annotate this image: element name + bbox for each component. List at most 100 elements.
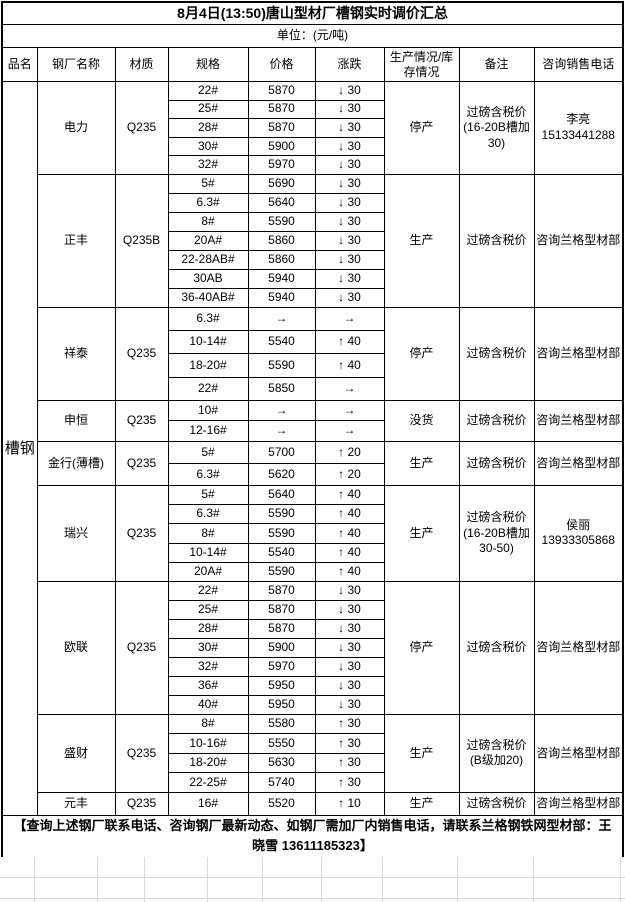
- spec-cell: 18-20#: [167, 752, 249, 774]
- price-cell: 5950: [247, 694, 316, 715]
- spec-cell: 32#: [167, 155, 249, 175]
- change-cell: ↑ 20: [314, 440, 385, 464]
- price-cell: →: [247, 399, 316, 422]
- contact-cell: 咨询兰格型材部: [533, 306, 624, 401]
- contact-cell: 咨询兰格型材部: [533, 399, 624, 442]
- price-cell: 5870: [247, 99, 316, 120]
- status-cell: 停产: [383, 580, 460, 715]
- material-cell: Q235: [114, 306, 169, 401]
- col-header-material: 材质: [114, 47, 169, 82]
- mill-name-cell: 欧联: [36, 580, 116, 715]
- change-cell: ↑ 20: [314, 462, 385, 486]
- status-cell: 没货: [383, 399, 460, 442]
- mill-name-cell: 申恒: [36, 399, 116, 442]
- change-cell: ↓ 30: [314, 580, 385, 601]
- mill-name-cell: 元丰: [36, 791, 116, 816]
- material-cell: Q235B: [114, 173, 169, 308]
- remark-cell: 过磅含税价: [458, 791, 535, 816]
- change-cell: ↓ 30: [314, 618, 385, 639]
- price-cell: 5870: [247, 118, 316, 138]
- spec-cell: 22-28AB#: [167, 249, 249, 270]
- contact-cell: 咨询兰格型材部: [533, 440, 624, 486]
- contact-cell: 咨询兰格型材部: [533, 713, 624, 793]
- price-cell: 5590: [247, 353, 316, 378]
- change-cell: ↓ 30: [314, 211, 385, 232]
- gridline-horizontal: [0, 877, 625, 878]
- gridline-vertical: [457, 857, 458, 902]
- price-row: 元丰 Q235 16# 5520 ↑ 10 生产 过磅含税价 咨询兰格型材部: [2, 791, 624, 816]
- change-cell: ↑ 40: [314, 523, 385, 544]
- price-cell: 5590: [247, 211, 316, 232]
- price-row: 槽钢 电力 Q235 22# 5870 ↓ 30 停产 过磅含税价(16-20B槽加30) 李亮…: [1, 81, 624, 816]
- spec-cell: 20A#: [167, 561, 249, 582]
- change-cell: →: [314, 306, 385, 332]
- spec-cell: 6.3#: [167, 306, 249, 332]
- mill-name-cell: 祥泰: [36, 306, 116, 401]
- price-cell: 5940: [247, 268, 316, 289]
- change-cell: ↓ 30: [314, 136, 385, 157]
- spec-cell: 40#: [167, 694, 249, 715]
- status-cell: 生产: [383, 173, 460, 308]
- material-cell: Q235: [114, 791, 169, 816]
- price-cell: 5520: [247, 791, 316, 816]
- change-cell: →: [314, 420, 385, 442]
- spec-cell: 22#: [167, 81, 249, 101]
- price-row: 瑞兴 Q235 5# 5640 ↑ 40 生产 过磅含税价(16-20B槽加30-50) 侯丽…: [2, 484, 624, 582]
- spec-cell: 10-16#: [167, 733, 249, 754]
- footer-row: 【查询上述钢厂联系电话、咨询钢厂最新动态、如钢厂需加厂内销售电话，请联系兰格钢铁…: [1, 814, 624, 859]
- price-row: 正丰 Q235B 5# 5690 ↓ 30 生产 过磅含税价 咨询兰格型材部: [2, 173, 624, 308]
- spec-cell: 6.3#: [167, 462, 249, 486]
- spec-cell: 5#: [167, 484, 249, 506]
- remark-cell: 过磅含税价: [458, 580, 535, 715]
- spec-cell: 8#: [167, 211, 249, 232]
- spec-cell: 36#: [167, 675, 249, 696]
- spec-cell: 30#: [167, 136, 249, 157]
- spec-cell: 28#: [167, 618, 249, 639]
- price-cell: →: [247, 420, 316, 442]
- status-cell: 停产: [383, 306, 460, 401]
- spec-cell: 28#: [167, 118, 249, 138]
- change-cell: ↑ 30: [314, 733, 385, 754]
- change-cell: ↓ 30: [314, 637, 385, 658]
- price-cell: 5630: [247, 752, 316, 774]
- material-cell: Q235: [114, 580, 169, 715]
- spec-cell: 5#: [167, 173, 249, 194]
- spec-cell: 20A#: [167, 230, 249, 251]
- spec-cell: 16#: [167, 791, 249, 816]
- spec-cell: 10-14#: [167, 542, 249, 563]
- change-cell: ↓ 30: [314, 268, 385, 289]
- price-cell: 5690: [247, 173, 316, 194]
- mill-name-cell: 瑞兴: [36, 484, 116, 582]
- gridline-vertical: [533, 857, 534, 902]
- spec-cell: 18-20#: [167, 353, 249, 378]
- mill-name-cell: 正丰: [36, 173, 116, 308]
- price-row: 8# 5590 ↑ 40: [2, 523, 623, 544]
- price-cell: 5590: [247, 523, 316, 544]
- price-table: 8月4日(13:50)唐山型材厂槽钢实时调价汇总 单位：(元/吨) 品名 钢厂名…: [1, 1, 625, 859]
- spec-cell: 25#: [167, 599, 249, 620]
- mill-name-cell: 金行(薄槽): [36, 440, 116, 486]
- material-cell: Q235: [114, 81, 169, 175]
- price-cell: 5970: [247, 656, 316, 677]
- change-cell: ↑ 40: [314, 353, 385, 378]
- price-table-footer: 【查询上述钢厂联系电话、咨询钢厂最新动态、如钢厂需加厂内销售电话，请联系兰格钢铁…: [1, 814, 624, 859]
- gridline-horizontal: [0, 898, 625, 899]
- change-cell: ↑ 40: [314, 542, 385, 563]
- remark-cell: 过磅含税价: [458, 173, 535, 308]
- price-row: 12-16# → →: [2, 420, 623, 442]
- status-cell: 生产: [383, 791, 460, 816]
- contact-cell: 李亮 15133441288: [533, 81, 624, 175]
- price-row: 10-16# 5550 ↑ 30: [2, 733, 623, 754]
- status-cell: 停产: [383, 81, 460, 175]
- price-cell: 5870: [247, 618, 316, 639]
- price-cell: 5940: [247, 287, 316, 308]
- col-header-spec: 规格: [167, 47, 249, 82]
- spec-cell: 22#: [167, 376, 249, 401]
- remark-cell: 过磅含税价(16-20B槽加30): [458, 81, 535, 175]
- price-cell: 5950: [247, 675, 316, 696]
- price-cell: 5850: [247, 376, 316, 401]
- price-row: 祥泰 Q235 6.3# → → 停产 过磅含税价 咨询兰格型材部: [2, 306, 624, 401]
- title-row: 8月4日(13:50)唐山型材厂槽钢实时调价汇总: [1, 1, 624, 25]
- spec-cell: 32#: [167, 656, 249, 677]
